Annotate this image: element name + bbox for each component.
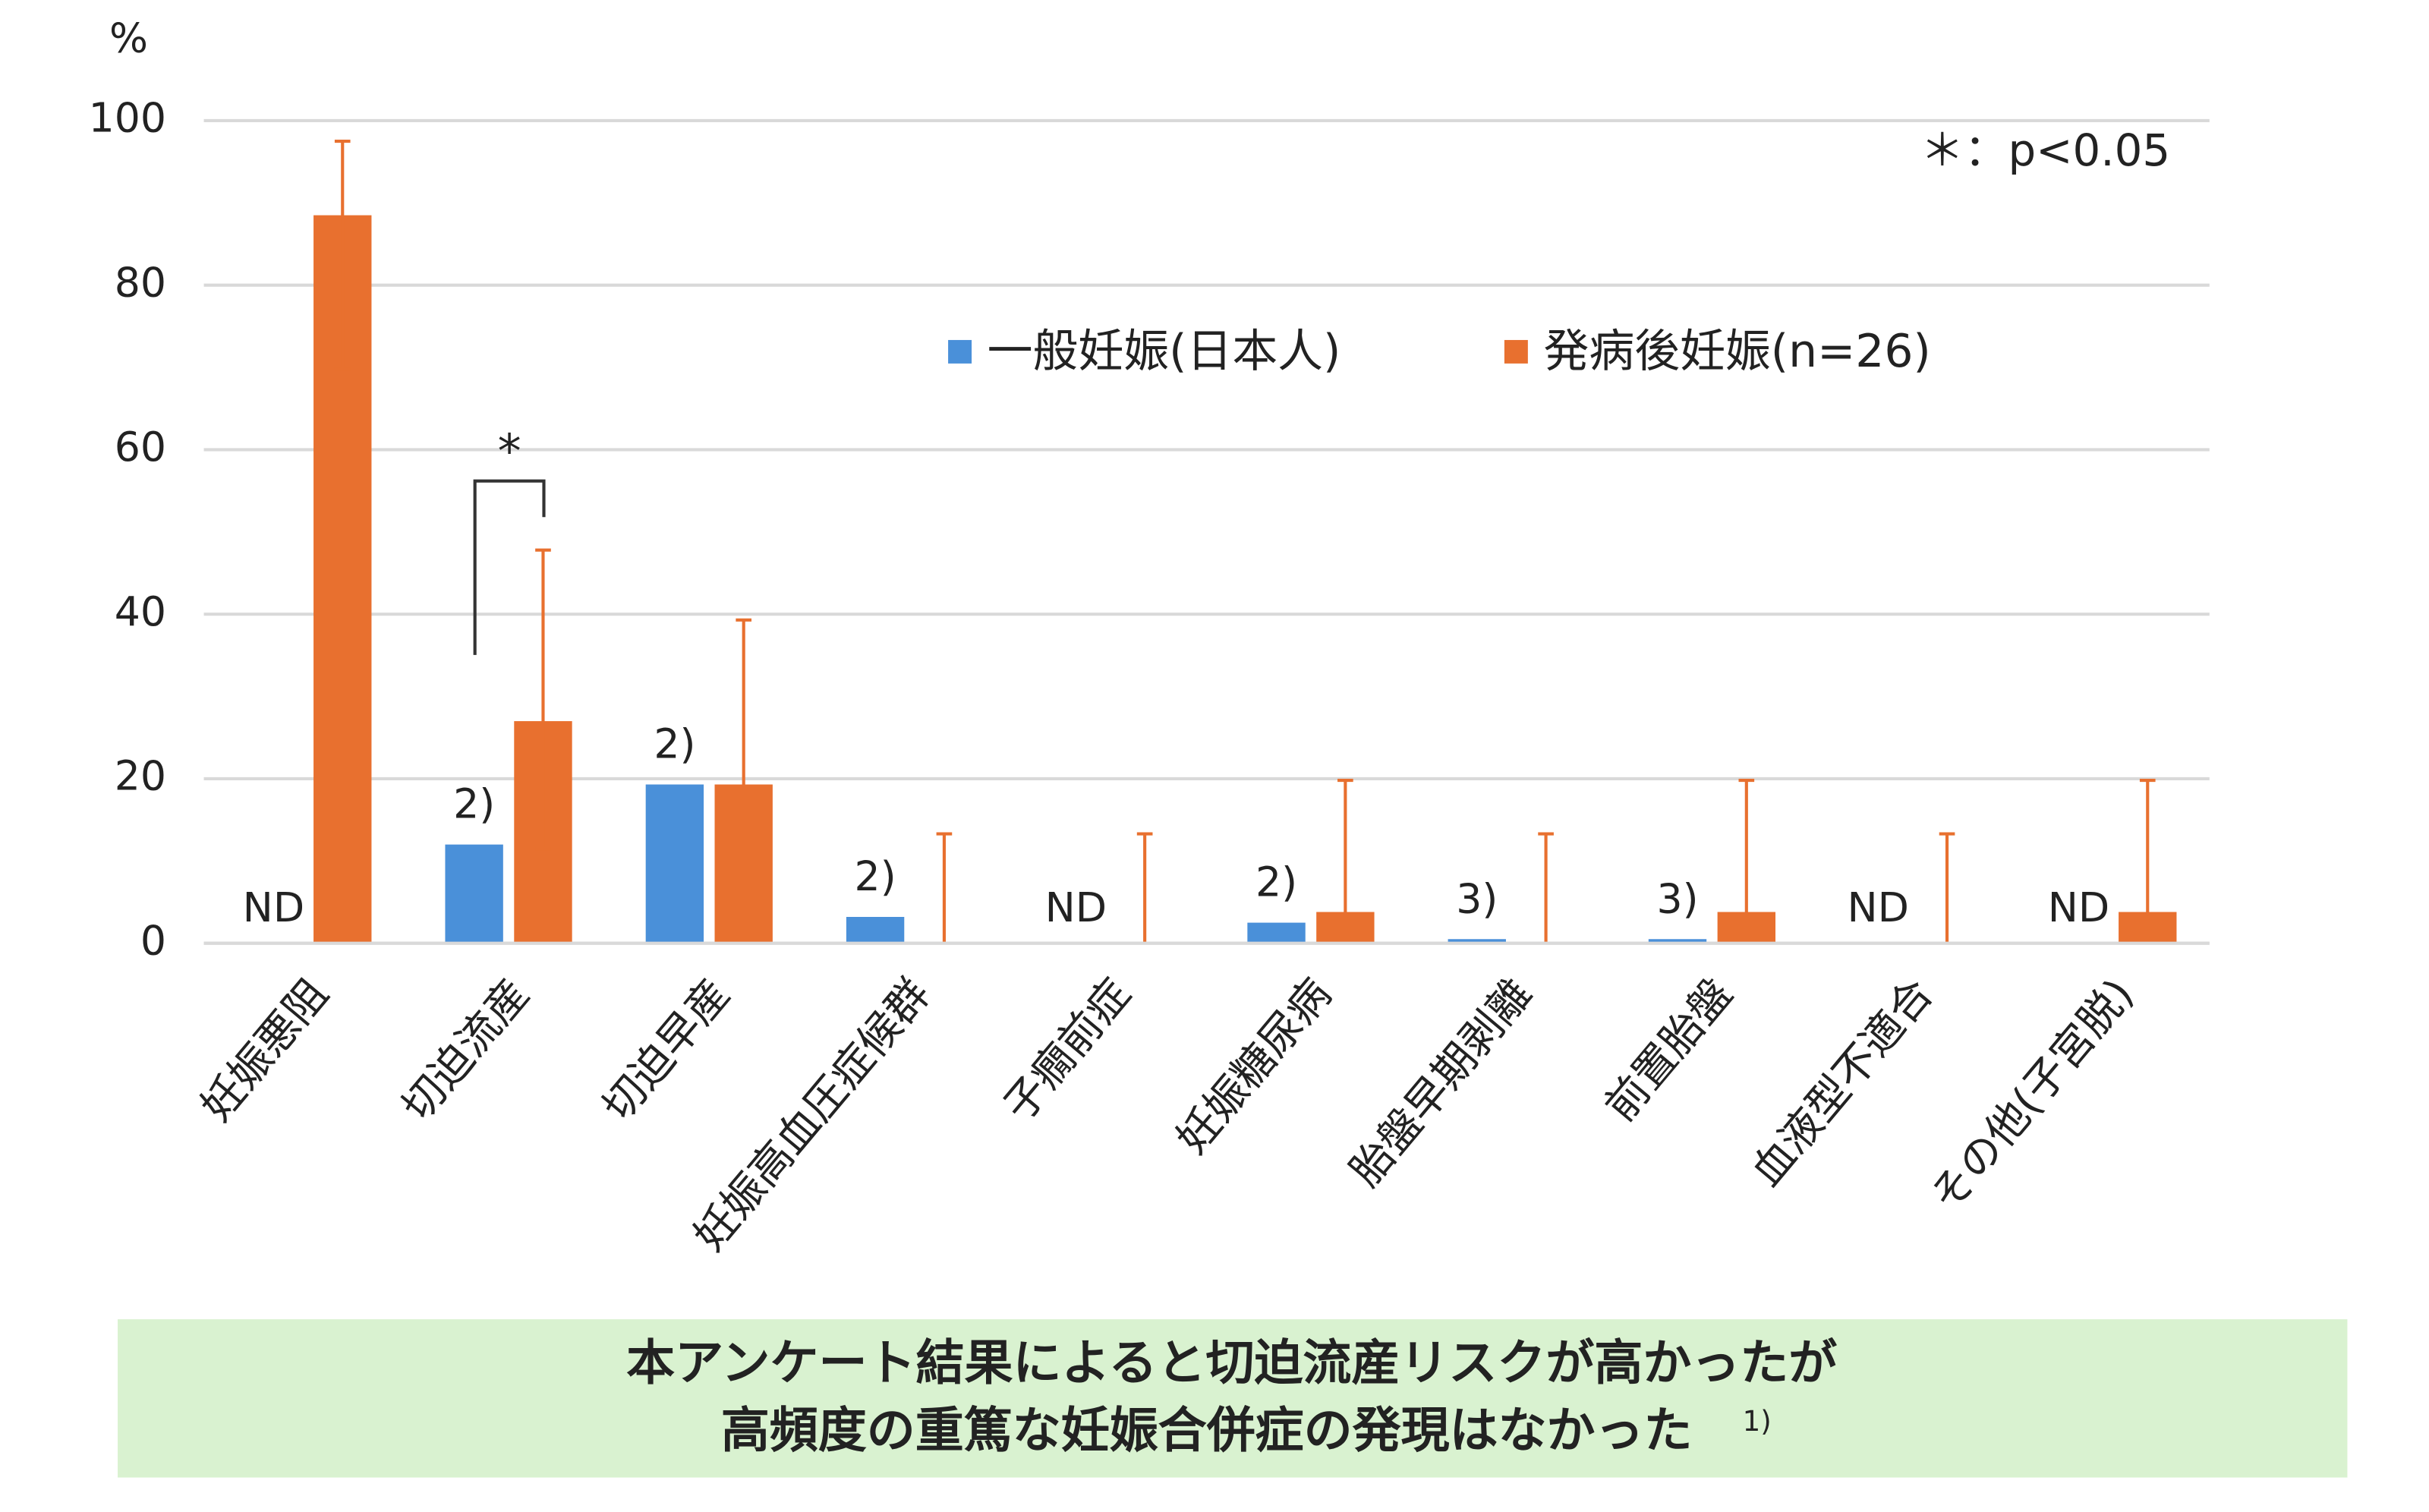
x-tick-label: 切迫流産 bbox=[392, 969, 539, 1131]
bar-note: 3) bbox=[1656, 874, 1698, 922]
error-bar bbox=[1738, 779, 1755, 912]
legend-label: 発病後妊娠(n=26) bbox=[1543, 325, 1930, 378]
error-bar bbox=[1538, 832, 1554, 943]
bar-note: 2) bbox=[453, 780, 495, 828]
error-bar bbox=[936, 832, 953, 943]
error-bar bbox=[1939, 832, 1955, 943]
x-tick-label: 妊娠糖尿病 bbox=[1167, 969, 1341, 1163]
footer-line: 本アンケート結果によると切迫流産リスクが高かったが bbox=[626, 1336, 1837, 1392]
bar bbox=[1247, 922, 1306, 943]
bar bbox=[2119, 912, 2177, 943]
bar-note: ND bbox=[1045, 884, 1107, 931]
x-tick-label: 妊娠悪阻 bbox=[192, 969, 339, 1131]
legend-swatch bbox=[948, 339, 972, 364]
error-bar bbox=[535, 548, 551, 851]
x-tick-label: 切迫早産 bbox=[593, 969, 739, 1131]
footer-box bbox=[118, 1319, 2348, 1478]
bar bbox=[445, 844, 503, 943]
bar-note: 3) bbox=[1456, 874, 1498, 922]
bar bbox=[1316, 912, 1375, 943]
y-tick-label: 20 bbox=[115, 752, 166, 800]
y-tick-label: 60 bbox=[115, 423, 166, 471]
y-tick-label: 80 bbox=[115, 258, 166, 306]
bar-note: 2) bbox=[1255, 858, 1297, 906]
x-tick-label: 胎盤早期剥離 bbox=[1341, 969, 1542, 1195]
bar bbox=[1648, 939, 1707, 943]
y-tick-label: 0 bbox=[140, 916, 166, 964]
x-tick-label: 血液型不適合 bbox=[1742, 969, 1943, 1195]
bar bbox=[645, 784, 704, 943]
x-tick-label: その他(子宮脱) bbox=[1921, 969, 2144, 1221]
legend-label: 一般妊娠(日本人) bbox=[988, 325, 1341, 378]
y-axis-label: % bbox=[109, 14, 148, 61]
significance-note: ＊：p<0.05 bbox=[1920, 124, 2170, 176]
x-tick-label: 前置胎盤 bbox=[1596, 969, 1742, 1131]
error-bar bbox=[334, 139, 351, 371]
significance-label: * bbox=[498, 424, 521, 479]
error-bar bbox=[1136, 832, 1153, 943]
y-tick-label: 100 bbox=[89, 94, 166, 142]
bar-note: 2) bbox=[855, 852, 896, 900]
bar bbox=[846, 916, 905, 943]
significance-bracket bbox=[473, 479, 546, 655]
bar-note: 2) bbox=[654, 720, 695, 768]
footer-line: 高頻度の重篤な妊娠合併症の発現はなかった bbox=[721, 1403, 1693, 1459]
error-bar bbox=[736, 618, 752, 890]
x-tick-label: 子癇前症 bbox=[994, 969, 1141, 1131]
y-tick-label: 40 bbox=[115, 587, 166, 635]
bar-note: ND bbox=[2048, 884, 2109, 931]
error-bar bbox=[1337, 779, 1353, 912]
footer-reference: 1) bbox=[1743, 1405, 1772, 1438]
error-bar bbox=[2139, 779, 2156, 912]
legend-swatch bbox=[1504, 339, 1528, 364]
bar-note: ND bbox=[243, 884, 304, 931]
bar bbox=[1717, 912, 1776, 943]
bar bbox=[1448, 939, 1506, 943]
bar-note: ND bbox=[1847, 884, 1908, 931]
